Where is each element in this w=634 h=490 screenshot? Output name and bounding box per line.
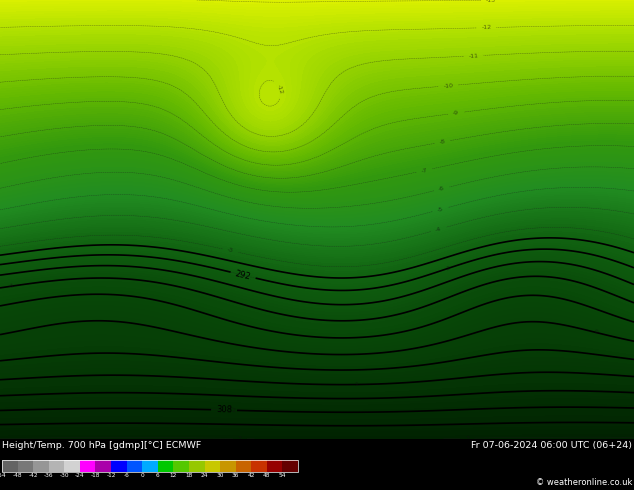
Bar	[173, 460, 189, 472]
Bar	[64, 460, 80, 472]
Text: -24: -24	[75, 473, 85, 478]
Text: 24: 24	[201, 473, 209, 478]
Text: -6: -6	[438, 186, 445, 192]
Bar	[251, 460, 267, 472]
Text: 36: 36	[232, 473, 240, 478]
Bar	[80, 460, 96, 472]
Bar	[267, 460, 282, 472]
Text: 2: 2	[231, 408, 236, 413]
Bar	[18, 460, 33, 472]
Bar	[2, 460, 298, 472]
Text: -54: -54	[0, 473, 7, 478]
Text: 48: 48	[263, 473, 271, 478]
Text: 0: 0	[140, 473, 144, 478]
Text: -3: -3	[227, 247, 234, 254]
Text: -1: -1	[8, 283, 15, 289]
Text: -36: -36	[44, 473, 53, 478]
Bar	[142, 460, 158, 472]
Bar	[111, 460, 127, 472]
Text: -11: -11	[469, 53, 479, 59]
Text: -8: -8	[439, 139, 446, 145]
Bar	[205, 460, 220, 472]
Text: 6: 6	[156, 473, 160, 478]
Bar	[33, 460, 49, 472]
Bar	[158, 460, 173, 472]
Text: -12: -12	[481, 25, 491, 30]
Text: -18: -18	[91, 473, 100, 478]
Bar	[236, 460, 251, 472]
Text: -6: -6	[124, 473, 129, 478]
Bar	[49, 460, 64, 472]
Text: 308: 308	[216, 405, 232, 415]
Text: 18: 18	[185, 473, 193, 478]
Text: -2: -2	[444, 265, 452, 272]
Bar	[220, 460, 236, 472]
Text: -12: -12	[107, 473, 116, 478]
Text: 54: 54	[279, 473, 286, 478]
Text: 42: 42	[247, 473, 255, 478]
Text: Fr 07-06-2024 06:00 UTC (06+24): Fr 07-06-2024 06:00 UTC (06+24)	[471, 441, 632, 449]
Text: 3: 3	[238, 436, 242, 441]
Text: -7: -7	[421, 168, 428, 173]
Bar	[2, 460, 18, 472]
Text: Height/Temp. 700 hPa [gdmp][°C] ECMWF: Height/Temp. 700 hPa [gdmp][°C] ECMWF	[2, 441, 201, 449]
Text: -12: -12	[276, 83, 283, 95]
Text: 12: 12	[170, 473, 177, 478]
Text: -5: -5	[437, 206, 444, 213]
Text: -10: -10	[443, 83, 453, 89]
Bar	[282, 460, 298, 472]
Text: 292: 292	[235, 269, 252, 281]
Text: © weatheronline.co.uk: © weatheronline.co.uk	[536, 478, 632, 487]
Text: -30: -30	[60, 473, 69, 478]
Text: 30: 30	[216, 473, 224, 478]
Text: -42: -42	[29, 473, 38, 478]
Bar	[189, 460, 205, 472]
Text: -13: -13	[486, 0, 496, 2]
Text: -9: -9	[453, 110, 460, 116]
Text: 0: 0	[593, 330, 598, 335]
Bar	[127, 460, 142, 472]
Text: 3: 3	[465, 436, 469, 441]
Text: -48: -48	[13, 473, 22, 478]
Text: -4: -4	[435, 226, 443, 233]
Bar	[96, 460, 111, 472]
Text: 1: 1	[354, 382, 358, 387]
